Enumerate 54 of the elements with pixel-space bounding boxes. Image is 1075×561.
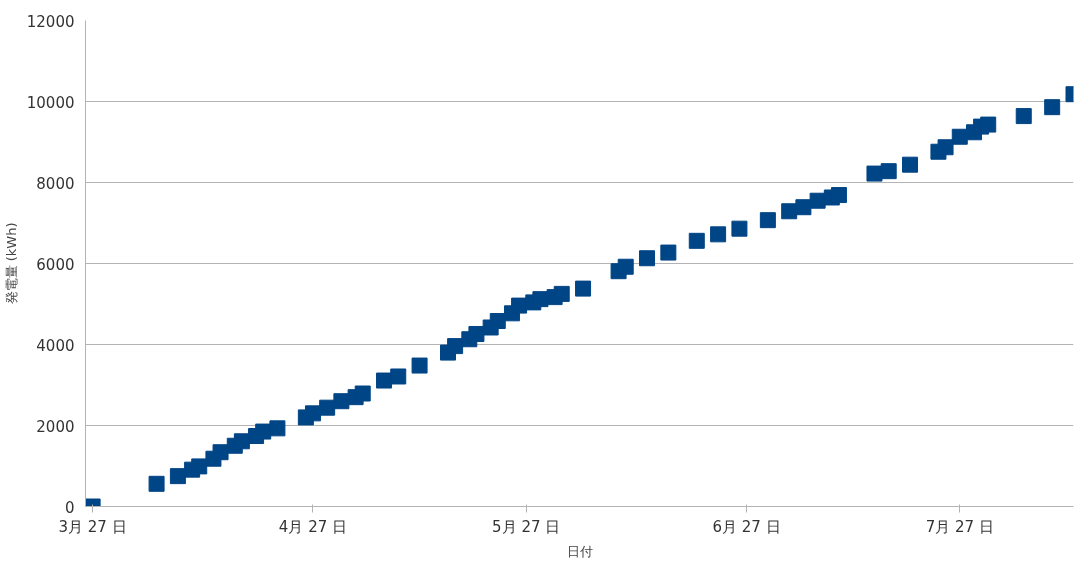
point bbox=[319, 399, 336, 416]
point bbox=[376, 372, 393, 389]
x-tick-label: 5月 27 日 bbox=[492, 517, 561, 536]
point bbox=[575, 280, 592, 297]
y-tick-label: 0 bbox=[64, 498, 75, 517]
x-tick-label: 3月 27 日 bbox=[58, 517, 127, 536]
point bbox=[212, 444, 229, 461]
y-tick-label: 4000 bbox=[36, 336, 75, 355]
point bbox=[617, 258, 634, 275]
point bbox=[660, 244, 677, 261]
point bbox=[830, 187, 847, 204]
point bbox=[333, 393, 350, 410]
point bbox=[781, 203, 798, 220]
point bbox=[511, 297, 528, 314]
point bbox=[411, 357, 428, 374]
point bbox=[795, 199, 812, 216]
point bbox=[354, 385, 371, 402]
point bbox=[688, 232, 705, 249]
y-tick-label: 10000 bbox=[26, 93, 75, 112]
point bbox=[304, 405, 321, 422]
point bbox=[447, 338, 464, 355]
point bbox=[489, 313, 506, 330]
point bbox=[255, 423, 272, 440]
point bbox=[468, 325, 485, 342]
y-axis-title: 発電量 (kWh) bbox=[3, 222, 19, 305]
point bbox=[233, 433, 250, 450]
x-tick-label: 7月 27 日 bbox=[925, 517, 994, 536]
point bbox=[1015, 108, 1032, 125]
x-axis-title: 日付 bbox=[566, 543, 593, 559]
point bbox=[759, 212, 776, 229]
point bbox=[880, 163, 897, 180]
point bbox=[902, 156, 919, 173]
y-tick-label: 6000 bbox=[36, 255, 75, 274]
point bbox=[169, 468, 186, 485]
y-tick-label: 12000 bbox=[26, 12, 75, 31]
x-tick-label: 4月 27 日 bbox=[278, 517, 348, 536]
point bbox=[390, 368, 407, 385]
x-tick-label: 6月 27 日 bbox=[712, 517, 781, 536]
y-tick-label: 8000 bbox=[36, 174, 75, 193]
point bbox=[937, 139, 954, 156]
point bbox=[148, 475, 165, 492]
point bbox=[1044, 99, 1061, 116]
y-tick-label: 2000 bbox=[36, 417, 75, 436]
point bbox=[809, 192, 826, 209]
point bbox=[731, 220, 748, 237]
point bbox=[980, 116, 997, 133]
point bbox=[269, 420, 286, 437]
point bbox=[639, 250, 656, 267]
point bbox=[191, 458, 208, 475]
point bbox=[532, 291, 549, 308]
point bbox=[866, 165, 883, 182]
point bbox=[951, 128, 968, 145]
point bbox=[710, 226, 727, 243]
point bbox=[553, 285, 570, 302]
